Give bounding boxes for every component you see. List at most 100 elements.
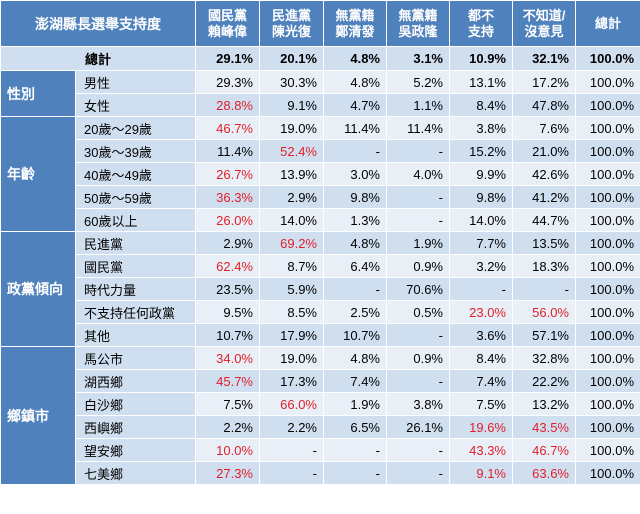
value-cell: 10.0% xyxy=(195,438,260,462)
table-row: 政黨傾向 民進黨 2.9% 69.2% 4.8% 1.9% 7.7% 13.5% 100.0% xyxy=(0,231,640,347)
table-row: 年齡 20歲～29歲 46.7% 19.0% 11.4% 11.4% 3.8% 7.6% 100… xyxy=(0,116,640,232)
table-row: 女性 28.8% 9.1% 4.7% 1.1% 8.4% 47.8% 100.0% xyxy=(1,93,640,117)
table-row: 性別 男性 29.3% 30.3% 4.8% 5.2% 13.1% 17.2% 100.0% xyxy=(0,70,640,117)
value-cell: 26.7% xyxy=(195,162,260,186)
value-cell: 47.8% xyxy=(512,93,576,117)
table-row: 不支持任何政黨 9.5% 8.5% 2.5% 0.5% 23.0% 56.0% 100.0% xyxy=(1,300,640,324)
value-cell: 3.2% xyxy=(449,254,513,278)
value-cell: - xyxy=(259,461,324,485)
value-cell: 62.4% xyxy=(195,254,260,278)
value-cell: 3.6% xyxy=(449,323,513,347)
value-cell: 56.0% xyxy=(512,300,576,324)
value-cell: 0.9% xyxy=(386,346,450,370)
total-row: 總計 29.1% 20.1% 4.8% 3.1% 10.9% 32.1% 100… xyxy=(0,46,640,71)
total-cell: 29.1% xyxy=(195,46,260,71)
total-label: 總計 xyxy=(0,46,196,71)
value-cell: 18.3% xyxy=(512,254,576,278)
value-cell: 6.5% xyxy=(323,415,387,439)
value-cell: 4.8% xyxy=(323,231,387,255)
value-cell: 13.2% xyxy=(512,392,576,416)
value-cell: 9.1% xyxy=(449,461,513,485)
value-cell: 7.7% xyxy=(449,231,513,255)
header-row: 澎湖縣長選舉支持度 國民黨 賴峰偉 民進黨 陳光復 無黨籍 鄭清發 無黨籍 吳政隆 都不… xyxy=(0,0,640,47)
column-header: 民進黨 陳光復 xyxy=(259,0,324,47)
table-row: 望安鄉 10.0% - - -43.3% 46.7% 100.0% xyxy=(1,438,640,462)
value-cell: 23.0% xyxy=(449,300,513,324)
value-cell: 5.2% xyxy=(386,70,450,94)
value-cell: 17.2% xyxy=(512,70,576,94)
value-cell: 8.4% xyxy=(449,93,513,117)
value-cell: 3.8% xyxy=(386,392,450,416)
row-label: 40歲～49歲 xyxy=(75,162,196,186)
value-cell: 14.0% xyxy=(259,208,324,232)
value-cell: - xyxy=(386,139,450,163)
value-cell: 5.9% xyxy=(259,277,324,301)
value-cell: 13.1% xyxy=(449,70,513,94)
value-cell: 45.7% xyxy=(195,369,260,393)
value-cell: 3.8% xyxy=(449,116,513,140)
value-cell: 2.9% xyxy=(195,231,260,255)
value-cell: 32.8% xyxy=(512,346,576,370)
value-cell: 1.9% xyxy=(386,231,450,255)
table-row: 50歲～59歲 36.3% 2.9% 9.8% -9.8% 41.2% 100.0% xyxy=(1,185,640,209)
table-row: 時代力量 23.5% 5.9% -70.6% - -100.0% xyxy=(1,277,640,301)
value-cell: 100.0% xyxy=(575,231,640,255)
value-cell: 28.8% xyxy=(195,93,260,117)
value-cell: 36.3% xyxy=(195,185,260,209)
row-label: 女性 xyxy=(75,93,196,117)
table-title: 澎湖縣長選舉支持度 xyxy=(0,0,196,47)
table-row: 鄉鎮市 馬公市 34.0% 19.0% 4.8% 0.9% 8.4% 32.8% 100.0% xyxy=(0,346,640,485)
value-cell: - xyxy=(386,369,450,393)
value-cell: 70.6% xyxy=(386,277,450,301)
table-row: 30歲～39歲 11.4% 52.4% - -15.2% 21.0% 100.0% xyxy=(1,139,640,163)
row-label: 不支持任何政黨 xyxy=(75,300,196,324)
row-label: 白沙鄉 xyxy=(75,392,196,416)
table-row: 湖西鄉 45.7% 17.3% 7.4% -7.4% 22.2% 100.0% xyxy=(1,369,640,393)
value-cell: 8.7% xyxy=(259,254,324,278)
value-cell: 100.0% xyxy=(575,162,640,186)
column-header: 不知道/沒意見 xyxy=(512,0,576,47)
value-cell: 11.4% xyxy=(386,116,450,140)
value-cell: 1.3% xyxy=(323,208,387,232)
value-cell: 41.2% xyxy=(512,185,576,209)
value-cell: 100.0% xyxy=(575,277,640,301)
value-cell: 22.2% xyxy=(512,369,576,393)
value-cell: 100.0% xyxy=(575,415,640,439)
value-cell: - xyxy=(449,277,513,301)
table-row: 西嶼鄉 2.2% 2.2% 6.5% 26.1% 19.6% 43.5% 100.0% xyxy=(1,415,640,439)
row-label: 男性 xyxy=(75,70,196,94)
value-cell: 9.5% xyxy=(195,300,260,324)
value-cell: 4.7% xyxy=(323,93,387,117)
value-cell: 2.9% xyxy=(259,185,324,209)
value-cell: - xyxy=(386,208,450,232)
support-table: 澎湖縣長選舉支持度 國民黨 賴峰偉 民進黨 陳光復 無黨籍 鄭清發 無黨籍 吳政隆 都不… xyxy=(0,0,640,485)
value-cell: 4.0% xyxy=(386,162,450,186)
table-row: 其他 10.7% 17.9% 10.7% -3.6% 57.1% 100.0% xyxy=(1,323,640,347)
value-cell: 7.4% xyxy=(323,369,387,393)
value-cell: 13.5% xyxy=(512,231,576,255)
value-cell: 7.5% xyxy=(449,392,513,416)
value-cell: 100.0% xyxy=(575,438,640,462)
value-cell: 100.0% xyxy=(575,185,640,209)
value-cell: 17.9% xyxy=(259,323,324,347)
value-cell: 46.7% xyxy=(195,116,260,140)
value-cell: 63.6% xyxy=(512,461,576,485)
value-cell: 42.6% xyxy=(512,162,576,186)
table-row: 七美鄉 27.3% - - -9.1% 63.6% 100.0% xyxy=(1,461,640,485)
value-cell: 19.0% xyxy=(259,346,324,370)
value-cell: - xyxy=(386,461,450,485)
column-header: 無黨籍 吳政隆 xyxy=(386,0,450,47)
row-label: 馬公市 xyxy=(75,346,196,370)
value-cell: 10.7% xyxy=(195,323,260,347)
value-cell: 4.8% xyxy=(323,346,387,370)
value-cell: 0.9% xyxy=(386,254,450,278)
value-cell: 14.0% xyxy=(449,208,513,232)
value-cell: - xyxy=(323,139,387,163)
total-cell: 4.8% xyxy=(323,46,387,71)
group-label: 鄉鎮市 xyxy=(0,346,76,485)
column-header: 無黨籍 鄭清發 xyxy=(323,0,387,47)
value-cell: 100.0% xyxy=(575,93,640,117)
value-cell: 21.0% xyxy=(512,139,576,163)
value-cell: 52.4% xyxy=(259,139,324,163)
group-label: 政黨傾向 xyxy=(0,231,76,347)
